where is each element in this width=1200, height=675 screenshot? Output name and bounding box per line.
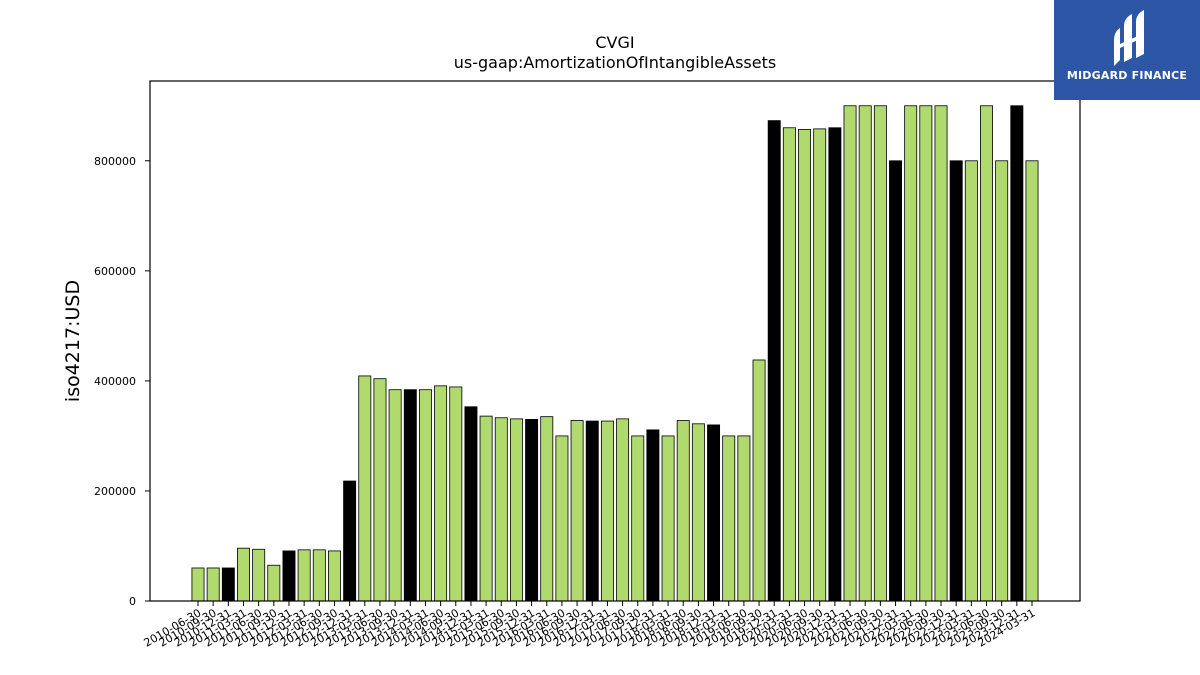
- bar-2022-09-30: [934, 105, 948, 602]
- bar-2013-12-31: [403, 389, 417, 602]
- bar-2024-03-31: [1025, 160, 1039, 602]
- bar-2020-03-31: [782, 127, 796, 602]
- y-axis-label: iso4217:USD: [62, 280, 84, 402]
- bar-2022-12-31: [949, 160, 963, 602]
- y-tick-label: 800000: [94, 155, 136, 168]
- bar-2017-06-30: [616, 418, 630, 602]
- bar-2017-03-31: [600, 420, 614, 602]
- bar-2015-03-31: [479, 415, 493, 602]
- bar-2022-06-30: [919, 105, 933, 602]
- bar-2023-03-31: [964, 160, 978, 602]
- bar-2016-12-31: [585, 420, 599, 602]
- chart-subtitle: us-gaap:AmortizationOfIntangibleAssets: [454, 53, 776, 72]
- bar-2012-09-30: [328, 550, 341, 602]
- bar-2010-12-31: [221, 567, 235, 602]
- bar-2020-12-31: [828, 127, 842, 602]
- bar-2013-09-30: [388, 389, 402, 602]
- bar-2017-09-30: [631, 435, 645, 602]
- bar-2023-12-31: [1010, 105, 1024, 602]
- bar-2011-03-31: [237, 547, 250, 602]
- bar-2016-06-30: [555, 435, 569, 602]
- bar-2010-06-30: [191, 567, 205, 602]
- bar-2021-12-31: [889, 160, 902, 602]
- x-axis-ticks: 2010-06-302010-09-302010-12-312011-03-31…: [142, 601, 1038, 650]
- bar-2020-06-30: [798, 129, 812, 602]
- y-tick-label: 200000: [94, 485, 136, 498]
- bar-2010-09-30: [206, 567, 220, 602]
- bar-2019-12-31: [767, 120, 781, 602]
- bar-2022-03-31: [904, 105, 918, 602]
- bar-2011-12-31: [282, 550, 296, 602]
- bar-2014-06-30: [434, 385, 448, 602]
- bar-2018-09-30: [691, 423, 705, 602]
- bar-2017-12-31: [646, 429, 660, 602]
- bar-2012-12-31: [343, 480, 357, 602]
- bar-2019-06-30: [737, 435, 751, 602]
- bar-2023-09-30: [995, 160, 1009, 602]
- bar-2014-03-31: [418, 389, 432, 602]
- plot-frame: [149, 80, 1081, 602]
- bar-2015-09-30: [509, 418, 523, 602]
- logo-mark-icon: [1114, 10, 1144, 66]
- bar-2020-09-30: [813, 128, 827, 602]
- bar-2014-09-30: [449, 386, 463, 602]
- bar-2021-03-31: [843, 105, 857, 602]
- bar-2011-06-30: [252, 548, 266, 602]
- bar-2016-03-31: [540, 416, 554, 602]
- bar-2015-06-30: [494, 417, 508, 602]
- bar-2012-03-31: [297, 549, 311, 602]
- bar-2012-06-30: [312, 549, 326, 602]
- bar-2019-09-30: [752, 359, 766, 602]
- bar-2015-12-31: [525, 419, 539, 602]
- y-tick-label: 600000: [94, 265, 136, 278]
- bar-2013-06-30: [373, 378, 387, 602]
- bar-2019-03-31: [722, 435, 736, 602]
- y-axis-ticks: 0 200000 400000 600000 800000: [94, 155, 150, 608]
- bars-group: [191, 105, 1039, 602]
- chart-title: CVGI: [595, 33, 634, 52]
- bar-2013-03-31: [358, 375, 372, 602]
- bar-2018-12-31: [707, 424, 721, 602]
- bar-2023-06-30: [980, 105, 993, 602]
- bar-2016-09-30: [570, 420, 584, 602]
- bar-2011-09-30: [267, 564, 281, 602]
- bar-2014-12-31: [464, 406, 478, 602]
- bar-2021-09-30: [873, 105, 887, 602]
- y-tick-label: 400000: [94, 375, 136, 388]
- logo-text: MIDGARD FINANCE: [1066, 69, 1188, 82]
- midgard-finance-logo: MIDGARD FINANCE: [1054, 0, 1200, 100]
- y-tick-label: 0: [129, 595, 136, 608]
- bar-2018-03-31: [661, 435, 675, 602]
- bar-2018-06-30: [676, 420, 690, 602]
- bar-2021-06-30: [858, 105, 872, 602]
